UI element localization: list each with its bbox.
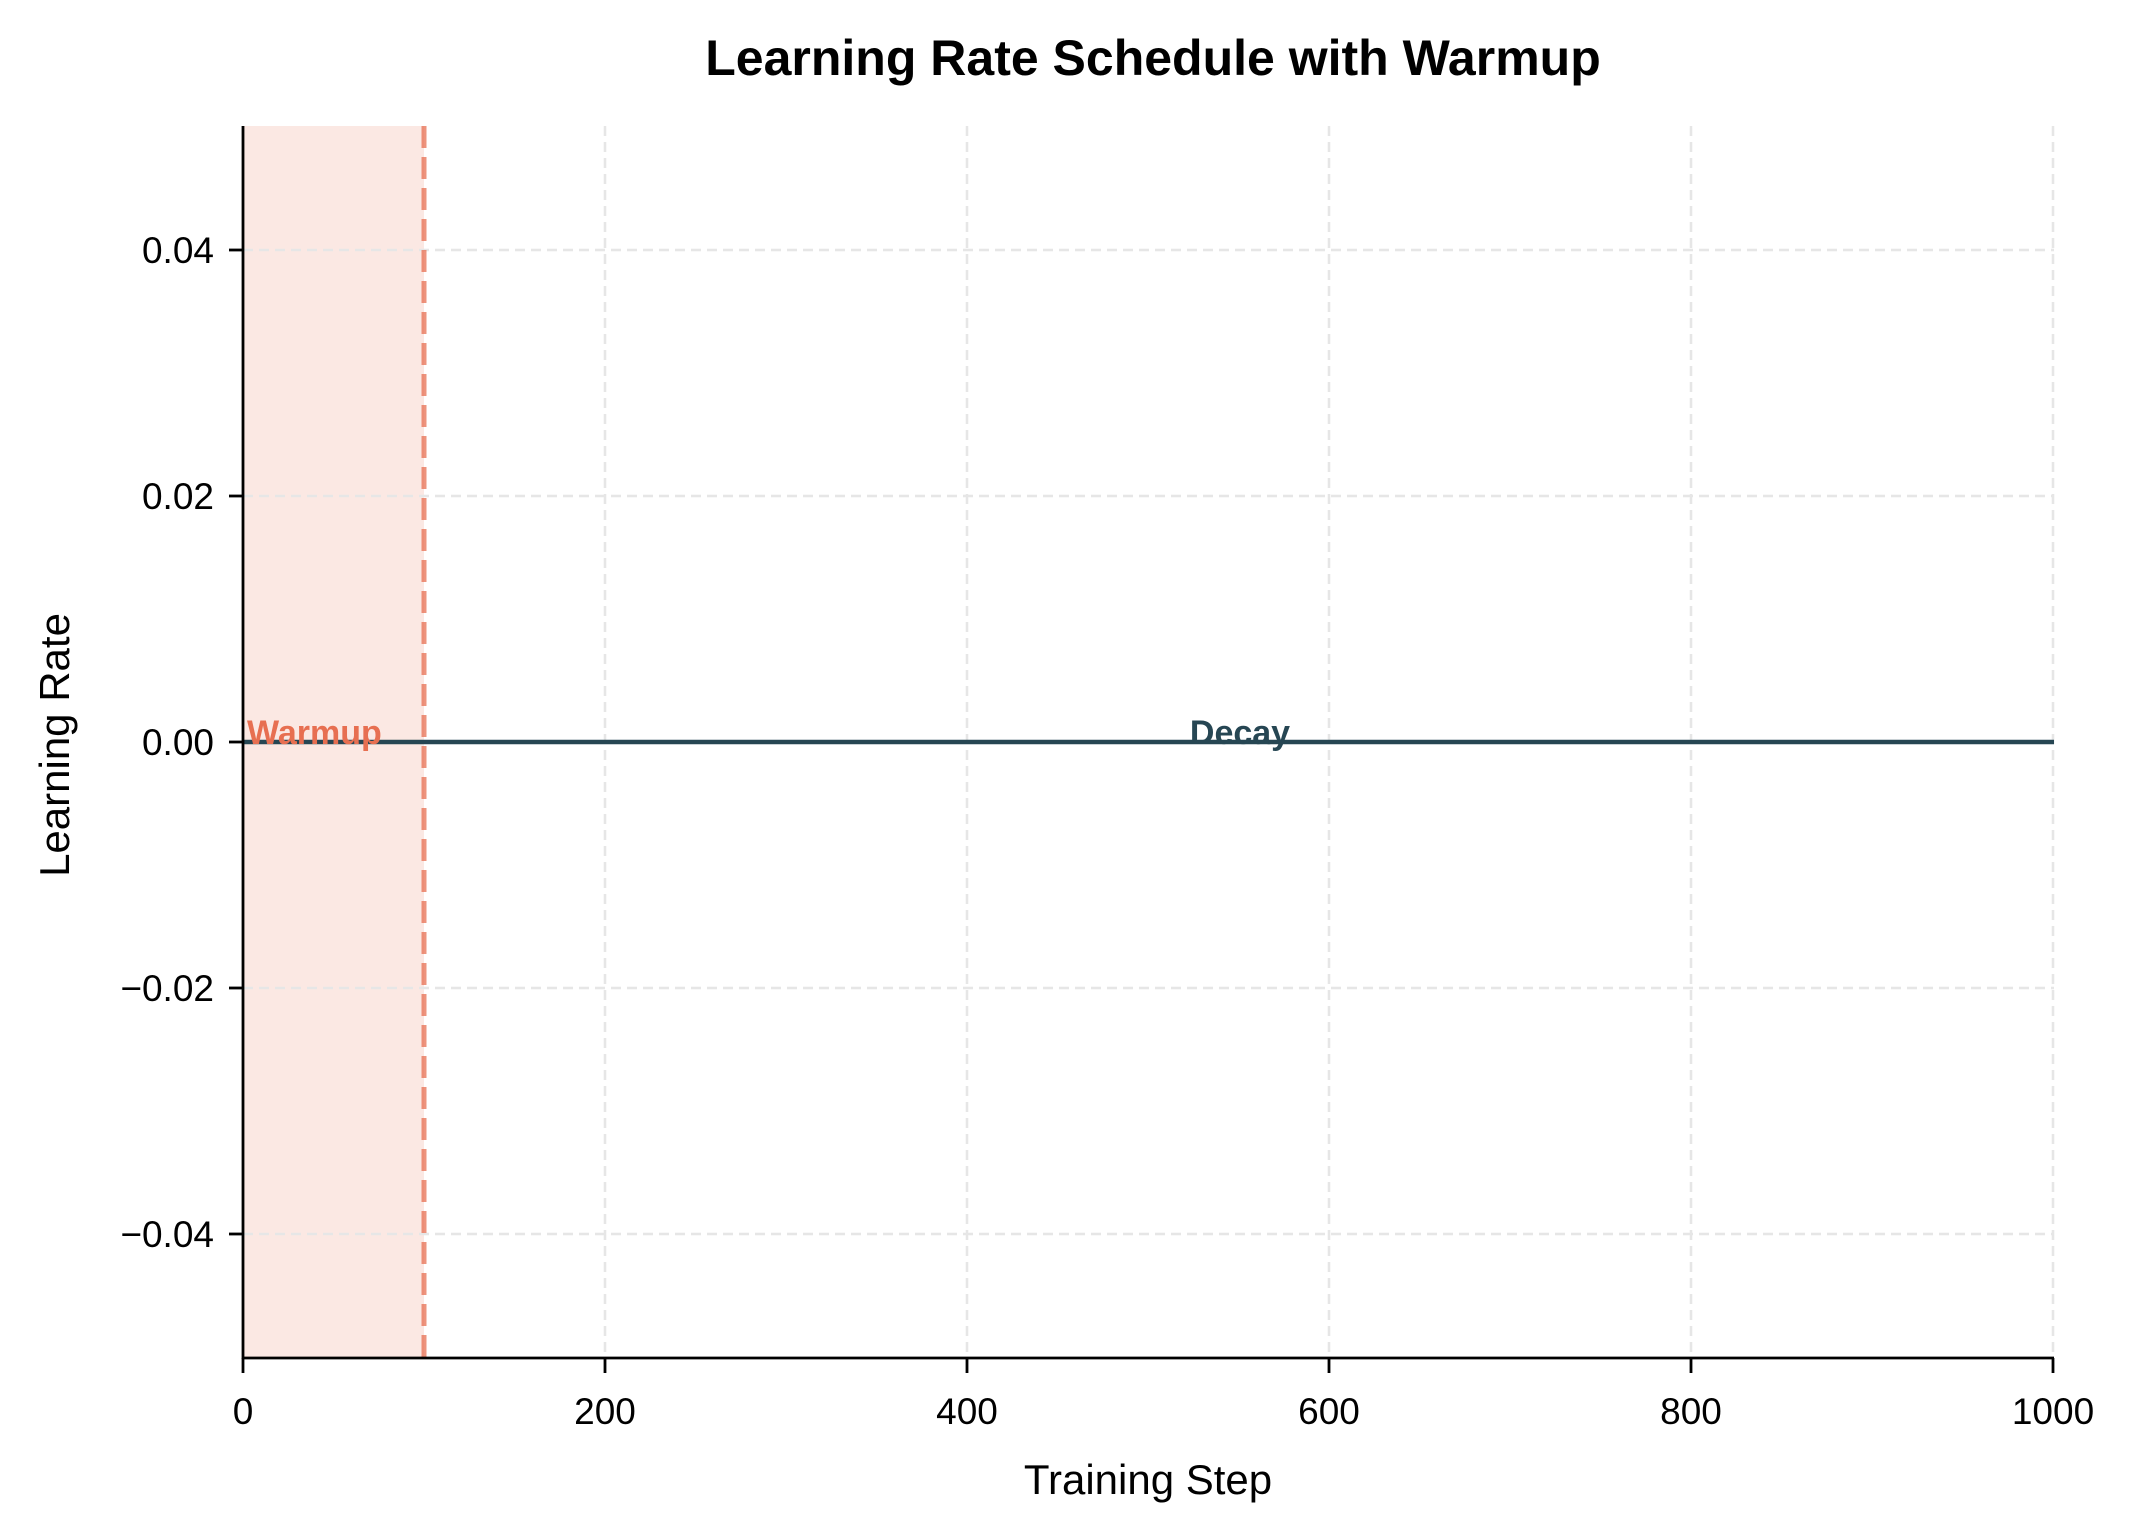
- x-tick-label: 400: [936, 1391, 998, 1432]
- x-axis-label: Training Step: [1024, 1456, 1272, 1503]
- chart-title: Learning Rate Schedule with Warmup: [705, 30, 1600, 86]
- y-tick-label: 0.02: [142, 476, 214, 517]
- y-tick-label: −0.04: [120, 1214, 214, 1255]
- x-tick-label: 800: [1660, 1391, 1722, 1432]
- x-tick-label: 200: [574, 1391, 636, 1432]
- y-axis-label: Learning Rate: [31, 613, 78, 877]
- y-axis-ticks: [229, 248, 243, 1236]
- y-tick-label: −0.02: [120, 968, 214, 1009]
- x-tick-label: 0: [233, 1391, 254, 1432]
- warmup-annotation: Warmup: [247, 714, 382, 752]
- y-tick-labels: 0.04 0.02 0.00 −0.02 −0.04: [120, 230, 214, 1255]
- decay-annotation: Decay: [1190, 714, 1290, 752]
- x-tick-label: 1000: [2012, 1391, 2094, 1432]
- x-axis-ticks: [241, 1358, 2055, 1373]
- x-tick-label: 600: [1298, 1391, 1360, 1432]
- y-tick-label: 0.00: [142, 722, 214, 763]
- y-tick-label: 0.04: [142, 230, 214, 271]
- x-tick-labels: 0 200 400 600 800 1000: [233, 1391, 2094, 1432]
